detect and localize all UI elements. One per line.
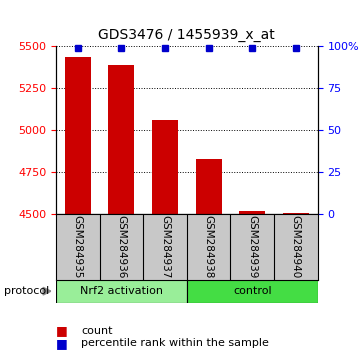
Bar: [283, 213, 309, 214]
Text: percentile rank within the sample: percentile rank within the sample: [81, 338, 269, 348]
Bar: [152, 120, 178, 214]
Bar: [239, 211, 265, 214]
Text: GSM284936: GSM284936: [116, 215, 126, 279]
Text: GSM284939: GSM284939: [247, 215, 257, 279]
Bar: [56, 280, 187, 303]
Bar: [65, 57, 91, 214]
Title: GDS3476 / 1455939_x_at: GDS3476 / 1455939_x_at: [99, 28, 275, 42]
Text: GSM284940: GSM284940: [291, 215, 301, 279]
Text: protocol: protocol: [4, 286, 49, 296]
Bar: [108, 64, 135, 214]
Text: ■: ■: [56, 337, 68, 350]
Text: control: control: [233, 286, 271, 296]
Text: ■: ■: [56, 325, 68, 337]
Text: GSM284937: GSM284937: [160, 215, 170, 279]
Bar: [187, 280, 318, 303]
Bar: [196, 159, 222, 214]
Text: count: count: [81, 326, 113, 336]
Text: GSM284935: GSM284935: [73, 215, 83, 279]
Text: GSM284938: GSM284938: [204, 215, 214, 279]
Text: Nrf2 activation: Nrf2 activation: [80, 286, 163, 296]
